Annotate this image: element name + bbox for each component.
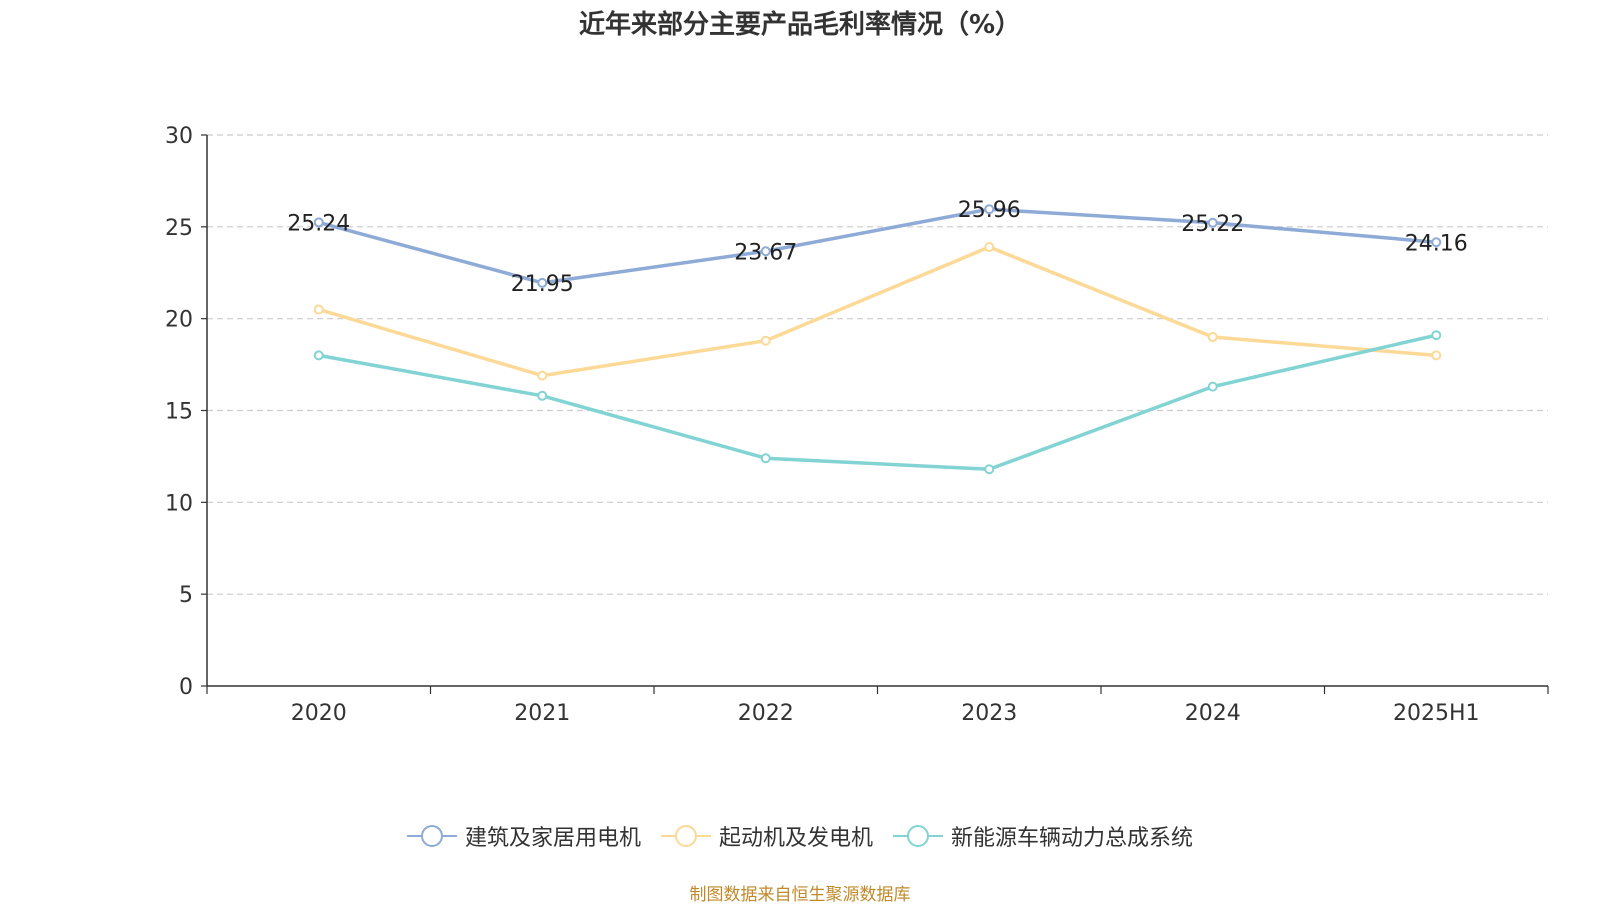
legend-marker-icon: [660, 825, 711, 847]
data-point[interactable]: [537, 390, 548, 401]
series-line[interactable]: [318, 333, 1437, 472]
data-point[interactable]: [537, 277, 548, 288]
legend-circle: [674, 825, 697, 847]
legend-circle: [907, 825, 929, 847]
x-tick-label: 2020: [291, 701, 347, 726]
legend-marker-icon: [893, 825, 943, 847]
data-point[interactable]: [984, 242, 995, 253]
data-point[interactable]: [1431, 237, 1442, 248]
x-tick-label: 2025H1: [1393, 701, 1480, 726]
legend: 建筑及家居用电机 起动机及发电机 新能源车辆动力总成系统: [0, 820, 1600, 852]
data-point[interactable]: [984, 204, 995, 215]
x-tick-label: 2021: [514, 701, 570, 726]
data-point[interactable]: [1207, 332, 1218, 343]
grid-lines: [207, 134, 1548, 595]
data-point[interactable]: [1431, 330, 1442, 341]
x-tick-label: 2022: [738, 701, 794, 726]
legend-circle: [420, 825, 443, 847]
x-tick-label: 2023: [961, 701, 1017, 726]
x-tick-label: 2024: [1185, 701, 1241, 726]
chart-title: 近年来部分主要产品毛利率情况（%）: [578, 10, 1022, 40]
legend-label: 建筑及家居用电机: [464, 826, 641, 851]
data-point[interactable]: [760, 246, 771, 257]
y-tick-label: 15: [165, 400, 193, 425]
source-note: 制图数据来自恒生聚源数据库: [689, 885, 911, 905]
y-tick-label: 0: [179, 675, 193, 700]
y-tick-label: 30: [165, 124, 193, 149]
data-point[interactable]: [313, 350, 324, 361]
series-line[interactable]: [318, 207, 1437, 285]
y-tick-label: 20: [165, 308, 193, 333]
legend-marker-icon: [406, 825, 457, 847]
y-tick-label: 5: [179, 583, 193, 608]
y-tick-label: 10: [165, 491, 193, 516]
series-lines: [313, 204, 1442, 475]
data-point[interactable]: [984, 464, 995, 475]
legend-label: 起动机及发电机: [718, 826, 873, 851]
legend-item-series-1[interactable]: 起动机及发电机: [660, 820, 873, 852]
data-point[interactable]: [313, 304, 324, 315]
legend-item-series-0[interactable]: 建筑及家居用电机: [406, 820, 641, 852]
data-label: 25.22: [1181, 212, 1244, 237]
data-label: 25.24: [287, 211, 350, 236]
axes: 0 5 10 15 20 25 30 2020 2021 2022 2023 2024 2025H1: [165, 124, 1549, 726]
data-point[interactable]: [1207, 217, 1218, 228]
legend-label: 新能源车辆动力总成系统: [951, 826, 1194, 851]
data-point[interactable]: [313, 217, 324, 228]
data-label: 21.95: [511, 272, 574, 297]
legend-item-series-2[interactable]: 新能源车辆动力总成系统: [893, 820, 1193, 852]
data-point[interactable]: [760, 335, 771, 346]
data-label: 23.67: [734, 240, 797, 265]
data-point[interactable]: [537, 370, 548, 381]
y-tick-label: 25: [165, 216, 193, 241]
data-label: 24.16: [1405, 231, 1468, 256]
data-point[interactable]: [1207, 381, 1218, 392]
data-label: 25.96: [958, 198, 1021, 223]
data-point[interactable]: [760, 453, 771, 464]
data-labels: 25.24 21.95 23.67 25.96 25.22 24.16: [287, 198, 1467, 297]
data-point[interactable]: [1431, 350, 1442, 361]
series-line[interactable]: [318, 245, 1437, 378]
